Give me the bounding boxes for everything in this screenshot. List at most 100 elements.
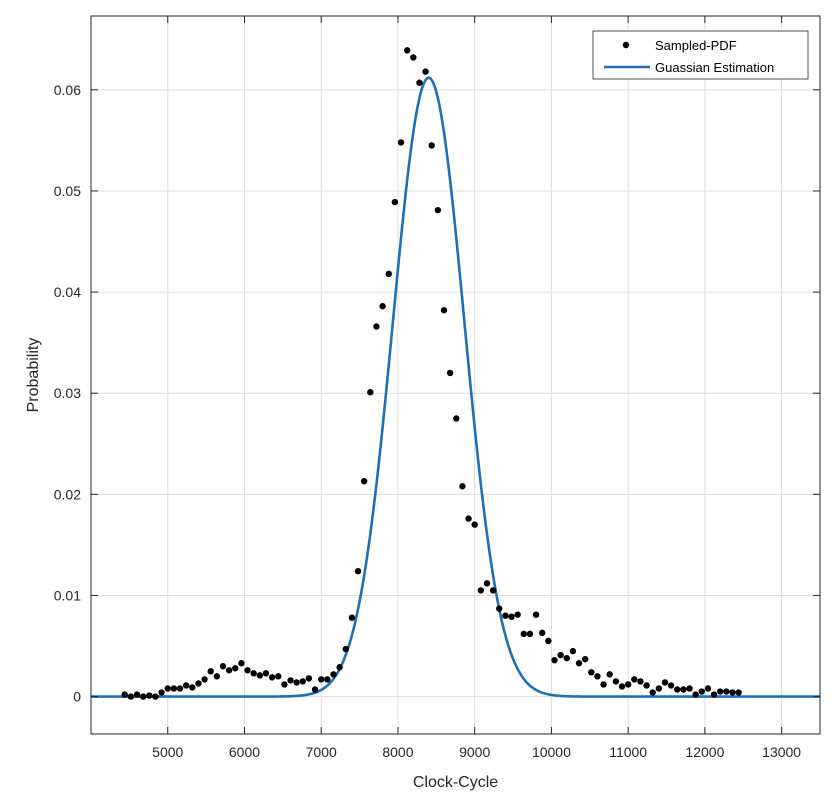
sampled-pdf-point [379, 303, 386, 310]
axes-box [90, 15, 821, 735]
legend-gaussian-label: Guassian Estimation [655, 60, 774, 75]
sampled-pdf-point [348, 614, 356, 621]
y-tick-label: 0.02 [54, 486, 81, 502]
x-axis-label: Clock-Cycle [413, 774, 498, 791]
sampled-pdf-point [176, 685, 184, 692]
sampled-pdf-point [146, 692, 153, 699]
legend-sampled-pdf-label: Sampled-PDF [655, 38, 737, 53]
sampled-pdf-point [403, 47, 411, 54]
sampled-pdf-point [551, 656, 558, 664]
x-tick-label: 10000 [532, 744, 571, 760]
y-tick-label: 0.03 [54, 385, 81, 401]
sampled-pdf-point [520, 630, 527, 638]
sampled-pdf-point [367, 388, 374, 396]
legend: Sampled-PDF Guassian Estimation [592, 30, 809, 80]
sampled-pdf-point [354, 567, 362, 575]
sampled-pdf-point [318, 676, 325, 683]
sampled-pdf-point [612, 678, 620, 685]
axis-ticks [91, 16, 820, 734]
sampled-pdf-point [139, 693, 147, 700]
sampled-pdf-point [336, 664, 343, 671]
x-tick-label: 13000 [762, 744, 801, 760]
sampled-pdf-point [539, 629, 546, 637]
sampled-pdf-point [219, 663, 227, 670]
sampled-pdf-series [121, 47, 742, 700]
sampled-pdf-point [391, 198, 399, 206]
sampled-pdf-point [637, 678, 644, 685]
sampled-pdf-point [735, 689, 742, 696]
sampled-pdf-point [250, 670, 257, 677]
sampled-pdf-point [667, 682, 675, 689]
sampled-pdf-point [244, 667, 251, 674]
sampled-pdf-point [287, 677, 294, 684]
sampled-pdf-point [643, 682, 650, 689]
legend-sampled-pdf-marker [622, 41, 630, 49]
sampled-pdf-point [717, 688, 724, 695]
sampled-pdf-point [508, 613, 515, 620]
y-tick-label: 0.06 [54, 82, 81, 98]
sampled-pdf-point [532, 611, 540, 618]
sampled-pdf-point [428, 142, 435, 149]
y-tick-labels: 0 0.01 0.02 0.03 0.04 0.05 0.06 [54, 82, 81, 705]
sampled-pdf-point [704, 685, 712, 692]
sampled-pdf-point [127, 693, 135, 700]
sampled-pdf-point [563, 654, 570, 662]
sampled-pdf-point [133, 691, 141, 698]
sampled-pdf-point [434, 206, 442, 214]
sampled-pdf-point [305, 675, 313, 682]
sampled-pdf-point [680, 686, 687, 693]
sampled-pdf-point [342, 645, 349, 653]
sampled-pdf-point [225, 667, 233, 674]
gaussian-series [91, 76, 820, 698]
sampled-pdf-point [692, 691, 699, 698]
sampled-pdf-point [397, 139, 405, 146]
sampled-pdf-point [440, 307, 448, 314]
legend-box [592, 30, 809, 80]
sampled-pdf-point [410, 54, 417, 61]
sampled-pdf-point [385, 270, 392, 278]
plot-area [91, 16, 820, 734]
sampled-pdf-point [373, 323, 380, 330]
sampled-pdf-point [649, 689, 656, 696]
sampled-pdf-point [477, 587, 485, 594]
x-tick-labels: 5000 6000 7000 8000 9000 10000 11000 12000 13000 [152, 744, 801, 760]
sampled-pdf-point [686, 685, 693, 692]
sampled-pdf-point [232, 665, 239, 672]
sampled-pdf-point [618, 683, 626, 690]
x-tick-label: 6000 [229, 744, 260, 760]
sampled-pdf-point [281, 681, 288, 688]
sampled-pdf-point [483, 580, 491, 587]
sampled-pdf-point [600, 681, 607, 688]
sampled-pdf-point [581, 655, 589, 663]
x-tick-label: 11000 [609, 744, 647, 760]
sampled-pdf-point [311, 686, 319, 693]
sampled-pdf-point [416, 79, 423, 86]
x-tick-label: 8000 [382, 744, 413, 760]
sampled-pdf-point [465, 515, 472, 522]
sampled-pdf-point [569, 647, 577, 655]
y-tick-label: 0 [73, 689, 81, 705]
sampled-pdf-point [330, 671, 337, 678]
sampled-pdf-point [152, 693, 159, 700]
sampled-pdf-point [256, 672, 264, 679]
sampled-pdf-point [606, 671, 613, 678]
sampled-pdf-point [453, 415, 460, 422]
sampled-pdf-point [207, 668, 214, 675]
sampled-pdf-point [121, 691, 128, 698]
sampled-pdf-point [164, 685, 171, 692]
sampled-pdf-point [557, 651, 564, 659]
y-axis-label: Probability [25, 338, 42, 413]
sampled-pdf-point [526, 630, 534, 638]
sampled-pdf-point [170, 685, 178, 692]
sampled-pdf-point [729, 689, 736, 696]
sampled-pdf-point [158, 689, 165, 696]
x-tick-label: 9000 [459, 744, 490, 760]
y-tick-label: 0.05 [54, 183, 81, 199]
sampled-pdf-point [262, 670, 270, 677]
sampled-pdf-point [446, 369, 454, 377]
sampled-pdf-point [496, 605, 503, 612]
sampled-pdf-point [238, 660, 245, 667]
sampled-pdf-point [502, 612, 509, 619]
sampled-pdf-point [360, 477, 368, 485]
